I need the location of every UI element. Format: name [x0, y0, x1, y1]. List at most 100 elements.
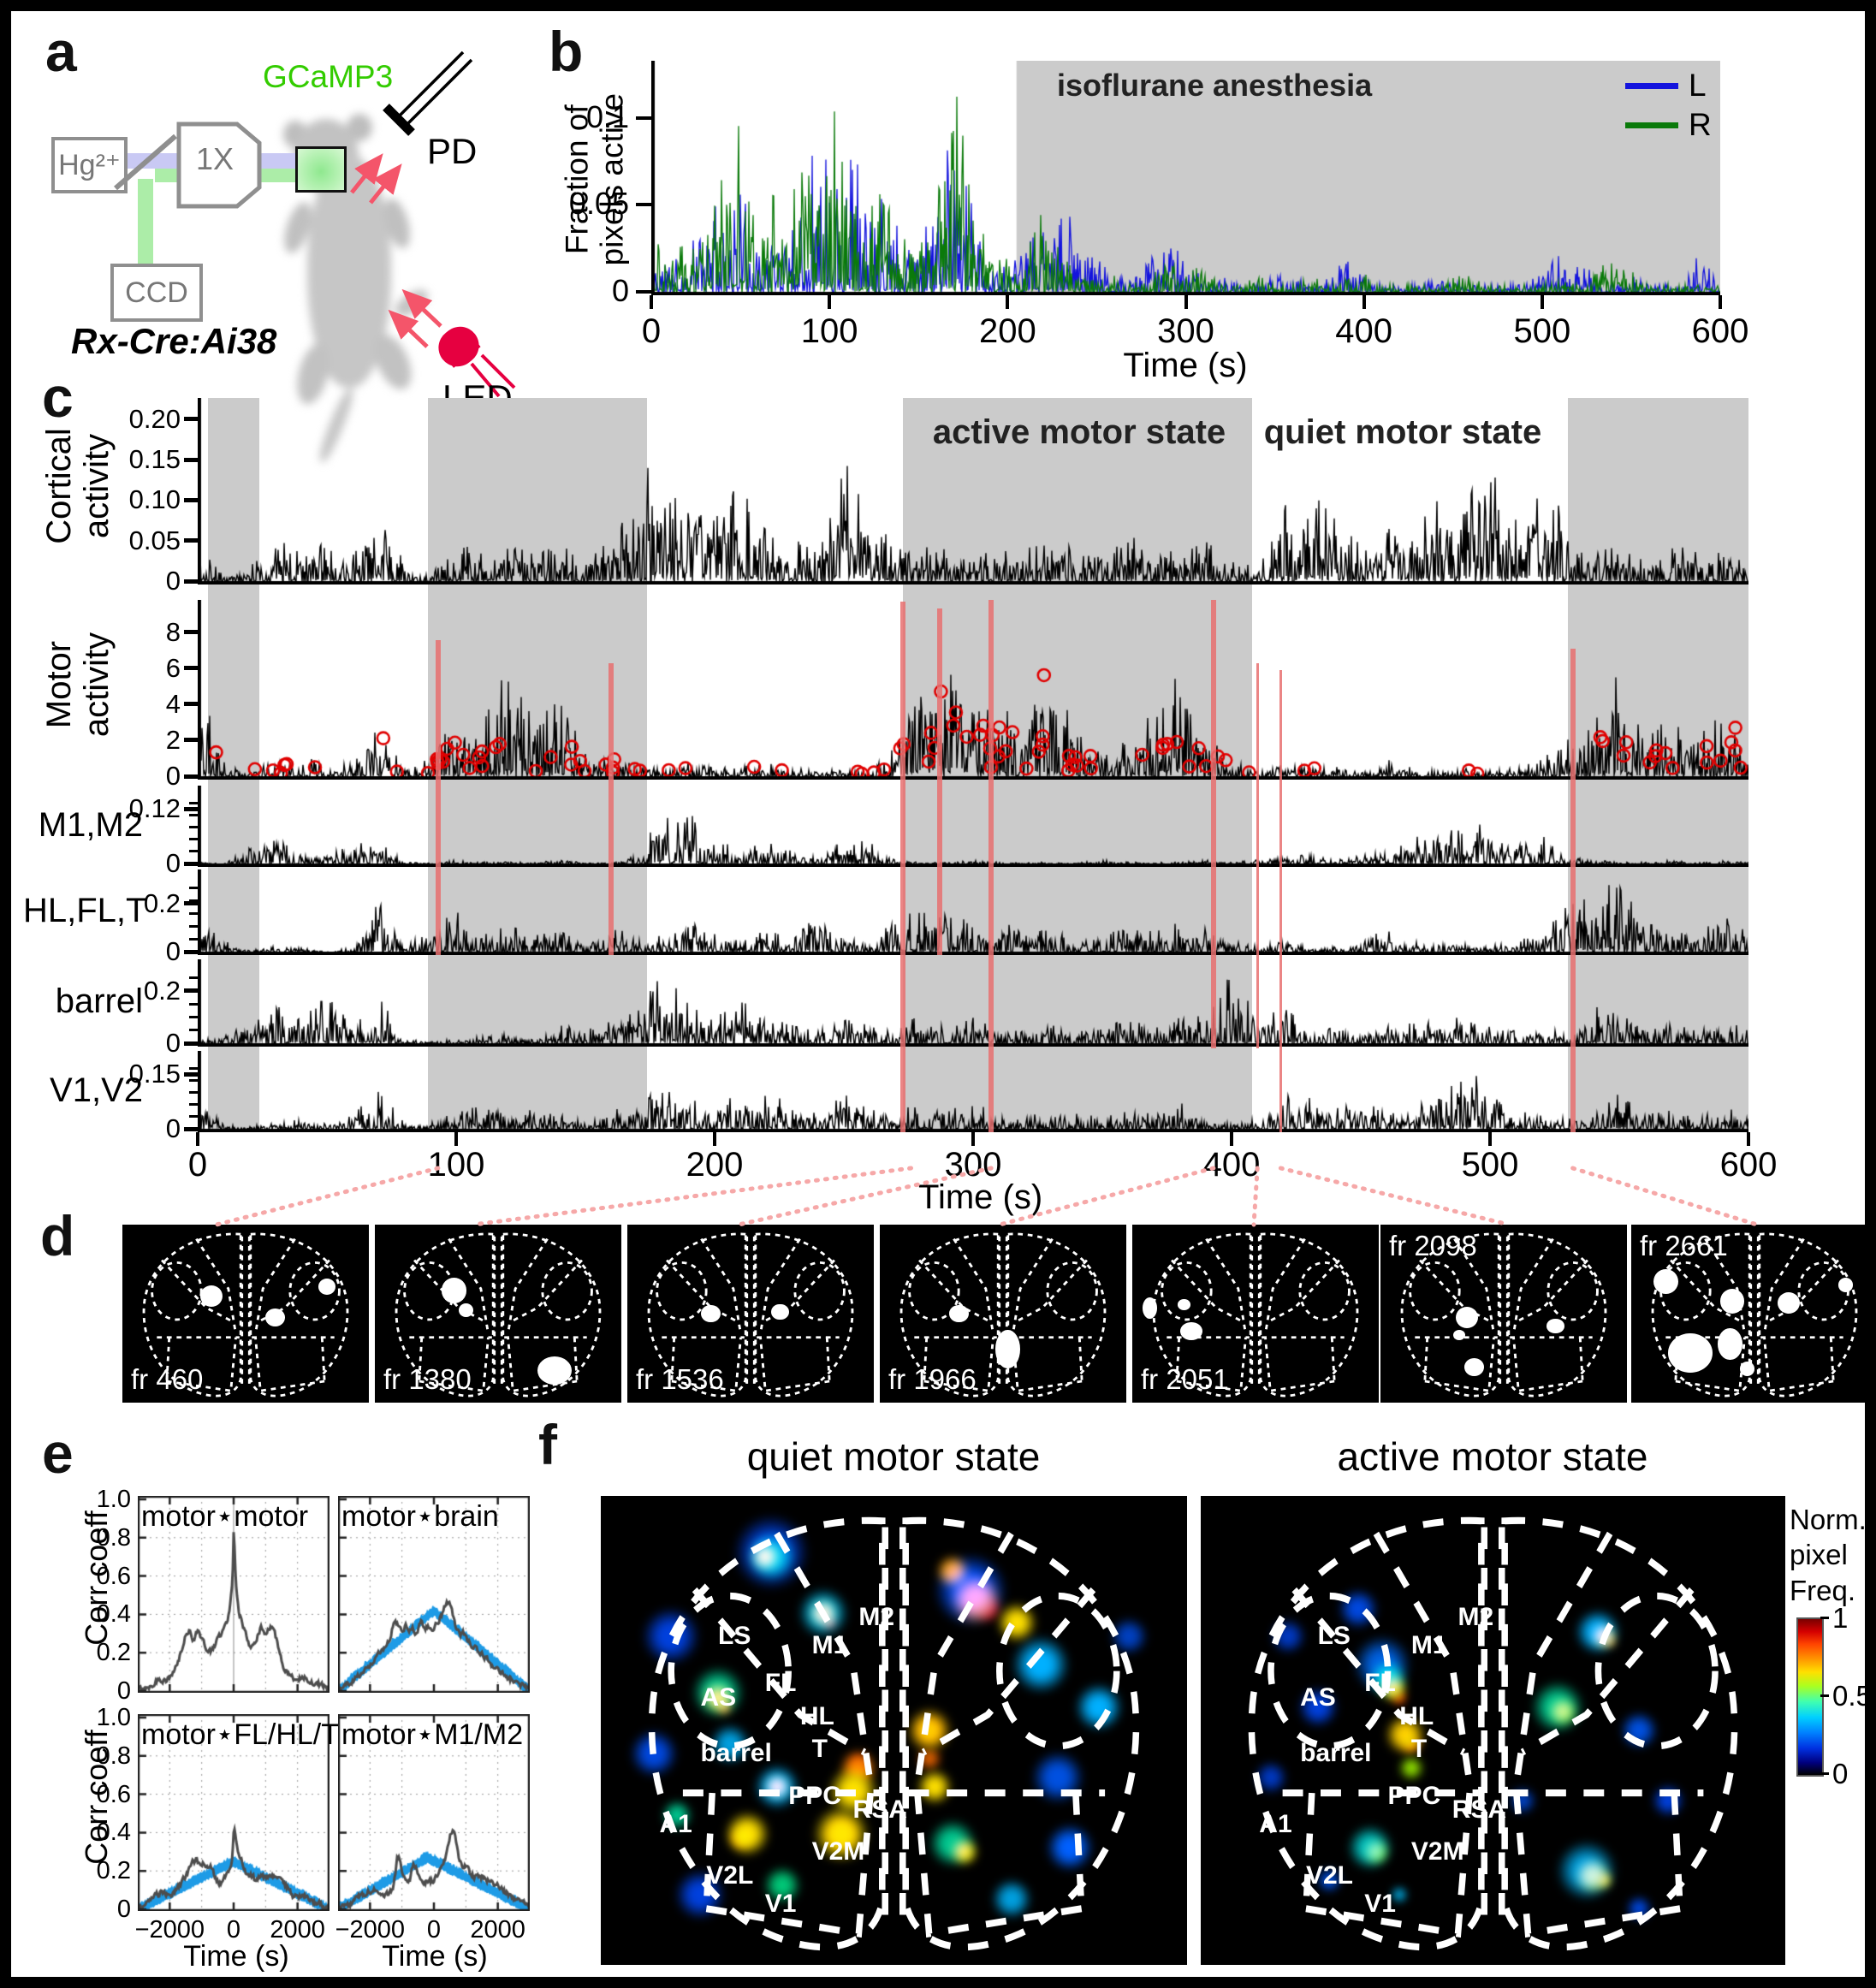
- c-xtick: [1230, 1132, 1233, 1146]
- objective-label: 1X: [195, 141, 234, 176]
- active-pixels-blob: [701, 1304, 721, 1323]
- frame-image: fr 2051: [1132, 1225, 1379, 1403]
- colorbar-tick: [1820, 1771, 1829, 1775]
- e-ytick-label: 0.4: [96, 1819, 131, 1847]
- frame-image: fr 1966: [880, 1225, 1126, 1403]
- region-label-hl: HL: [1399, 1701, 1434, 1730]
- b-ytick: [636, 203, 651, 207]
- colorbar-tick: [1820, 1694, 1829, 1697]
- c-ytick-minor: [189, 813, 198, 816]
- c-ytick-label: 0.2: [143, 887, 181, 918]
- c-ytick-label: 0.20: [128, 403, 181, 434]
- frame-marker-line: [988, 600, 994, 1132]
- legend-line-right: [1625, 122, 1678, 128]
- c-xtick: [713, 1132, 716, 1146]
- panel-e-xlabel-right: Time (s): [382, 1940, 488, 1973]
- e-ytick-label: 0.6: [96, 1780, 131, 1808]
- c-ytick-minor: [189, 1015, 198, 1018]
- active-pixels-blob: [1455, 1306, 1478, 1328]
- gcamp-label: GCaMP3: [263, 59, 394, 94]
- b-xtick: [828, 295, 832, 309]
- c-ytick-label: 0.15: [128, 1059, 181, 1089]
- quiet-state-map: M2 M1 LS FL AS HL barrel T PPC RSA A1 V2M V2L V1: [601, 1496, 1187, 1965]
- cranial-window: [295, 146, 347, 193]
- frame-marker-line: [1570, 649, 1576, 1132]
- b-xtick-label: 300: [1157, 312, 1214, 350]
- c-ytick: [184, 666, 198, 671]
- frame-marker-line: [1256, 663, 1259, 1048]
- frequency-blob: [713, 1696, 734, 1718]
- frequency-blob: [656, 1794, 698, 1836]
- c-ytick: [184, 1071, 198, 1077]
- activity-trace-5: [198, 959, 1748, 1047]
- c-row-label: M1,M2: [38, 805, 143, 844]
- correlation-plot-3: [138, 1714, 329, 1911]
- active-pixels-blob: [1142, 1297, 1157, 1320]
- e-xtick-label: 0: [426, 1916, 442, 1943]
- c-ytick-minor: [189, 911, 198, 915]
- frequency-blob: [1264, 1612, 1313, 1661]
- c-ytick-minor: [189, 899, 198, 902]
- region-label-as: AS: [700, 1682, 737, 1712]
- colorbar-title: Norm. pixel Freq.: [1790, 1504, 1867, 1606]
- c-ytick-minor: [189, 924, 198, 928]
- frequency-blob: [759, 1769, 794, 1804]
- region-label-fl: FL: [764, 1669, 797, 1698]
- legend-label-right: R: [1689, 107, 1712, 142]
- c-ytick-minor: [189, 886, 198, 889]
- c-ytick-minor: [189, 937, 198, 941]
- frequency-blob: [1037, 1815, 1102, 1880]
- panel-d-label: d: [40, 1204, 75, 1267]
- correlation-plot-title: motor⋆FL/HL/T: [141, 1718, 339, 1751]
- c-ytick-label: 0: [165, 936, 181, 966]
- c-ytick-label: 6: [165, 652, 181, 683]
- c-ytick: [184, 417, 198, 422]
- frame-number-label: fr 2661: [1640, 1230, 1728, 1261]
- b-xtick: [1362, 295, 1366, 309]
- brain-outline: [1400, 1232, 1607, 1398]
- c-row-label: barrel: [55, 982, 143, 1020]
- state-label: active motor state: [932, 413, 1226, 451]
- b-xtick: [650, 295, 653, 309]
- frequency-blob: [1102, 1611, 1155, 1663]
- colorbar-tick-label: 0: [1832, 1758, 1849, 1789]
- frame-image: fr 2661: [1631, 1225, 1865, 1403]
- c-xtick: [454, 1132, 458, 1146]
- c-ytick-minor: [189, 850, 198, 853]
- active-pixels-blob: [458, 1303, 474, 1318]
- c-ytick-label: 0: [165, 1028, 181, 1058]
- active-pixels-blob: [1739, 1362, 1754, 1376]
- frame-number-label: fr 1966: [888, 1363, 977, 1395]
- e-ytick-label: 0.2: [96, 1857, 131, 1885]
- frequency-blob: [1022, 1741, 1095, 1813]
- panel-b-xlabel: Time (s): [1123, 347, 1248, 384]
- correlation-plot-title: motor⋆M1/M2: [341, 1718, 524, 1751]
- c-ytick-minor: [189, 1115, 198, 1119]
- brain-outline: [1152, 1232, 1359, 1398]
- active-map-title: active motor state: [1337, 1434, 1648, 1479]
- region-label-rsa: RSA: [852, 1795, 907, 1825]
- b-xtick-label: 500: [1513, 312, 1571, 350]
- frequency-blob: [945, 1833, 983, 1872]
- c-ytick: [184, 806, 198, 811]
- region-label-a1: A1: [1259, 1809, 1292, 1838]
- photodiode-icon: [383, 50, 473, 136]
- brain-outline: [395, 1232, 602, 1398]
- region-label-hl: HL: [799, 1701, 834, 1730]
- c-xtick: [1488, 1132, 1492, 1146]
- active-pixels-blob: [1452, 1329, 1466, 1341]
- region-label-ls: LS: [1317, 1622, 1351, 1651]
- c-xtick-label: 500: [1461, 1146, 1519, 1184]
- panel-c-label: c: [42, 365, 74, 429]
- region-label-v1: V1: [1364, 1889, 1396, 1918]
- brain-outline: [648, 1516, 1140, 1951]
- panel-b-label: b: [549, 20, 584, 83]
- c-ytick-minor: [189, 1029, 198, 1032]
- c-ytick-label: 2: [165, 724, 181, 755]
- e-ytick-label: 1.0: [96, 1486, 131, 1513]
- region-label-v2m: V2M: [811, 1837, 865, 1866]
- e-ytick-label: 1.0: [96, 1704, 131, 1731]
- active-pixels-blob: [265, 1308, 286, 1326]
- region-label-m2: M2: [858, 1603, 895, 1632]
- led-icon: [438, 326, 516, 398]
